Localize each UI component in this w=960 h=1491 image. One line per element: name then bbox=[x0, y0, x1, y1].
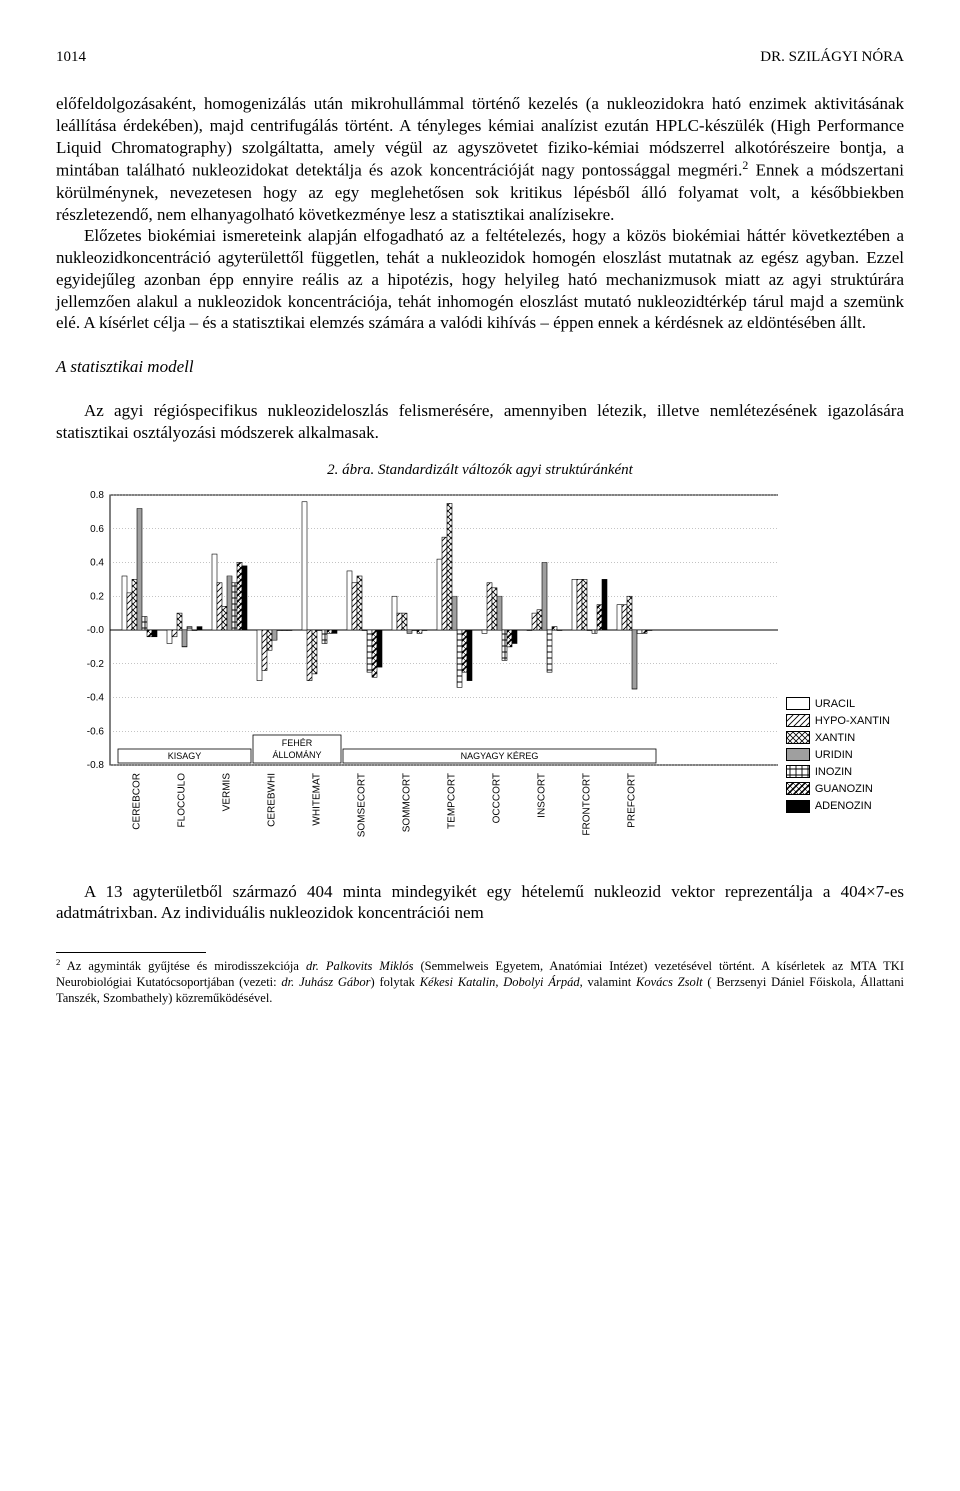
section-title: A statisztikai modell bbox=[56, 356, 904, 378]
svg-text:INSCORT: INSCORT bbox=[537, 773, 548, 818]
legend-label: URIDIN bbox=[815, 748, 853, 762]
svg-text:CEREBWHI: CEREBWHI bbox=[267, 773, 278, 827]
legend-item: XANTIN bbox=[786, 731, 890, 745]
svg-text:-0.6: -0.6 bbox=[87, 726, 105, 737]
legend-item: INOZIN bbox=[786, 765, 890, 779]
svg-text:0.8: 0.8 bbox=[90, 490, 104, 501]
paragraph-1: előfeldolgozásaként, homogenizálás után … bbox=[56, 93, 904, 225]
svg-text:-0.0: -0.0 bbox=[87, 625, 105, 636]
svg-text:PREFCORT: PREFCORT bbox=[627, 773, 638, 828]
legend-item: ADENOZIN bbox=[786, 799, 890, 813]
svg-text:CEREBCOR: CEREBCOR bbox=[132, 773, 143, 830]
svg-text:NAGYAGY KÉREG: NAGYAGY KÉREG bbox=[461, 751, 539, 761]
footnote-rule bbox=[56, 952, 206, 953]
legend-swatch bbox=[786, 748, 810, 761]
chart-legend: URACIL HYPO-XANTIN XANTIN URIDIN INOZIN GUANO… bbox=[786, 697, 890, 814]
svg-text:ÁLLOMÁNY: ÁLLOMÁNY bbox=[272, 750, 321, 760]
legend-label: INOZIN bbox=[815, 765, 852, 779]
legend-label: XANTIN bbox=[815, 731, 855, 745]
page-number: 1014 bbox=[56, 48, 86, 67]
legend-swatch bbox=[786, 782, 810, 795]
legend-label: URACIL bbox=[815, 697, 855, 711]
legend-item: URACIL bbox=[786, 697, 890, 711]
svg-text:-0.8: -0.8 bbox=[87, 760, 105, 771]
legend-item: GUANOZIN bbox=[786, 782, 890, 796]
svg-text:OCCCORT: OCCCORT bbox=[492, 773, 503, 823]
svg-text:KISAGY: KISAGY bbox=[168, 751, 202, 761]
svg-text:FRONTCORT: FRONTCORT bbox=[582, 773, 593, 836]
svg-text:0.6: 0.6 bbox=[90, 523, 104, 534]
paragraph-4: A 13 agyterületből származó 404 minta mi… bbox=[56, 881, 904, 925]
legend-label: ADENOZIN bbox=[815, 799, 872, 813]
footnote-2: 2 Az agyminták gyűjtése és mirodisszekci… bbox=[56, 957, 904, 1006]
paragraph-2: Előzetes biokémiai ismereteink alapján e… bbox=[56, 225, 904, 334]
legend-item: URIDIN bbox=[786, 748, 890, 762]
svg-text:VERMIS: VERMIS bbox=[222, 772, 233, 811]
header-author: DR. SZILÁGYI NÓRA bbox=[760, 48, 904, 67]
legend-item: HYPO-XANTIN bbox=[786, 714, 890, 728]
svg-text:TEMPCORT: TEMPCORT bbox=[447, 773, 458, 829]
legend-swatch bbox=[786, 800, 810, 813]
legend-label: GUANOZIN bbox=[815, 782, 873, 796]
bar-chart-svg: -0.8 -0.6 -0.4 -0.2 -0.0 0.2 0.4 0.6 0.8 KISAGY FE… bbox=[70, 487, 778, 857]
svg-text:0.4: 0.4 bbox=[90, 557, 104, 568]
figure-caption: 2. ábra. Standardizált változók agyi str… bbox=[56, 461, 904, 480]
svg-text:-0.2: -0.2 bbox=[87, 658, 105, 669]
legend-swatch bbox=[786, 697, 810, 710]
figure-2-chart: -0.8 -0.6 -0.4 -0.2 -0.0 0.2 0.4 0.6 0.8 KISAGY FE… bbox=[70, 487, 890, 857]
legend-swatch bbox=[786, 714, 810, 727]
svg-text:-0.4: -0.4 bbox=[87, 692, 105, 703]
paragraph-3: Az agyi régióspecifikus nukleozideloszlá… bbox=[56, 400, 904, 444]
legend-swatch bbox=[786, 731, 810, 744]
legend-label: HYPO-XANTIN bbox=[815, 714, 890, 728]
svg-text:0.2: 0.2 bbox=[90, 591, 104, 602]
svg-text:FEHÉR: FEHÉR bbox=[282, 738, 313, 748]
legend-swatch bbox=[786, 765, 810, 778]
svg-text:WHITEMAT: WHITEMAT bbox=[312, 773, 323, 826]
svg-text:SOMSECORT: SOMSECORT bbox=[357, 773, 368, 837]
svg-text:FLOCCULO: FLOCCULO bbox=[177, 772, 188, 827]
svg-text:SOMMCORT: SOMMCORT bbox=[402, 773, 413, 832]
